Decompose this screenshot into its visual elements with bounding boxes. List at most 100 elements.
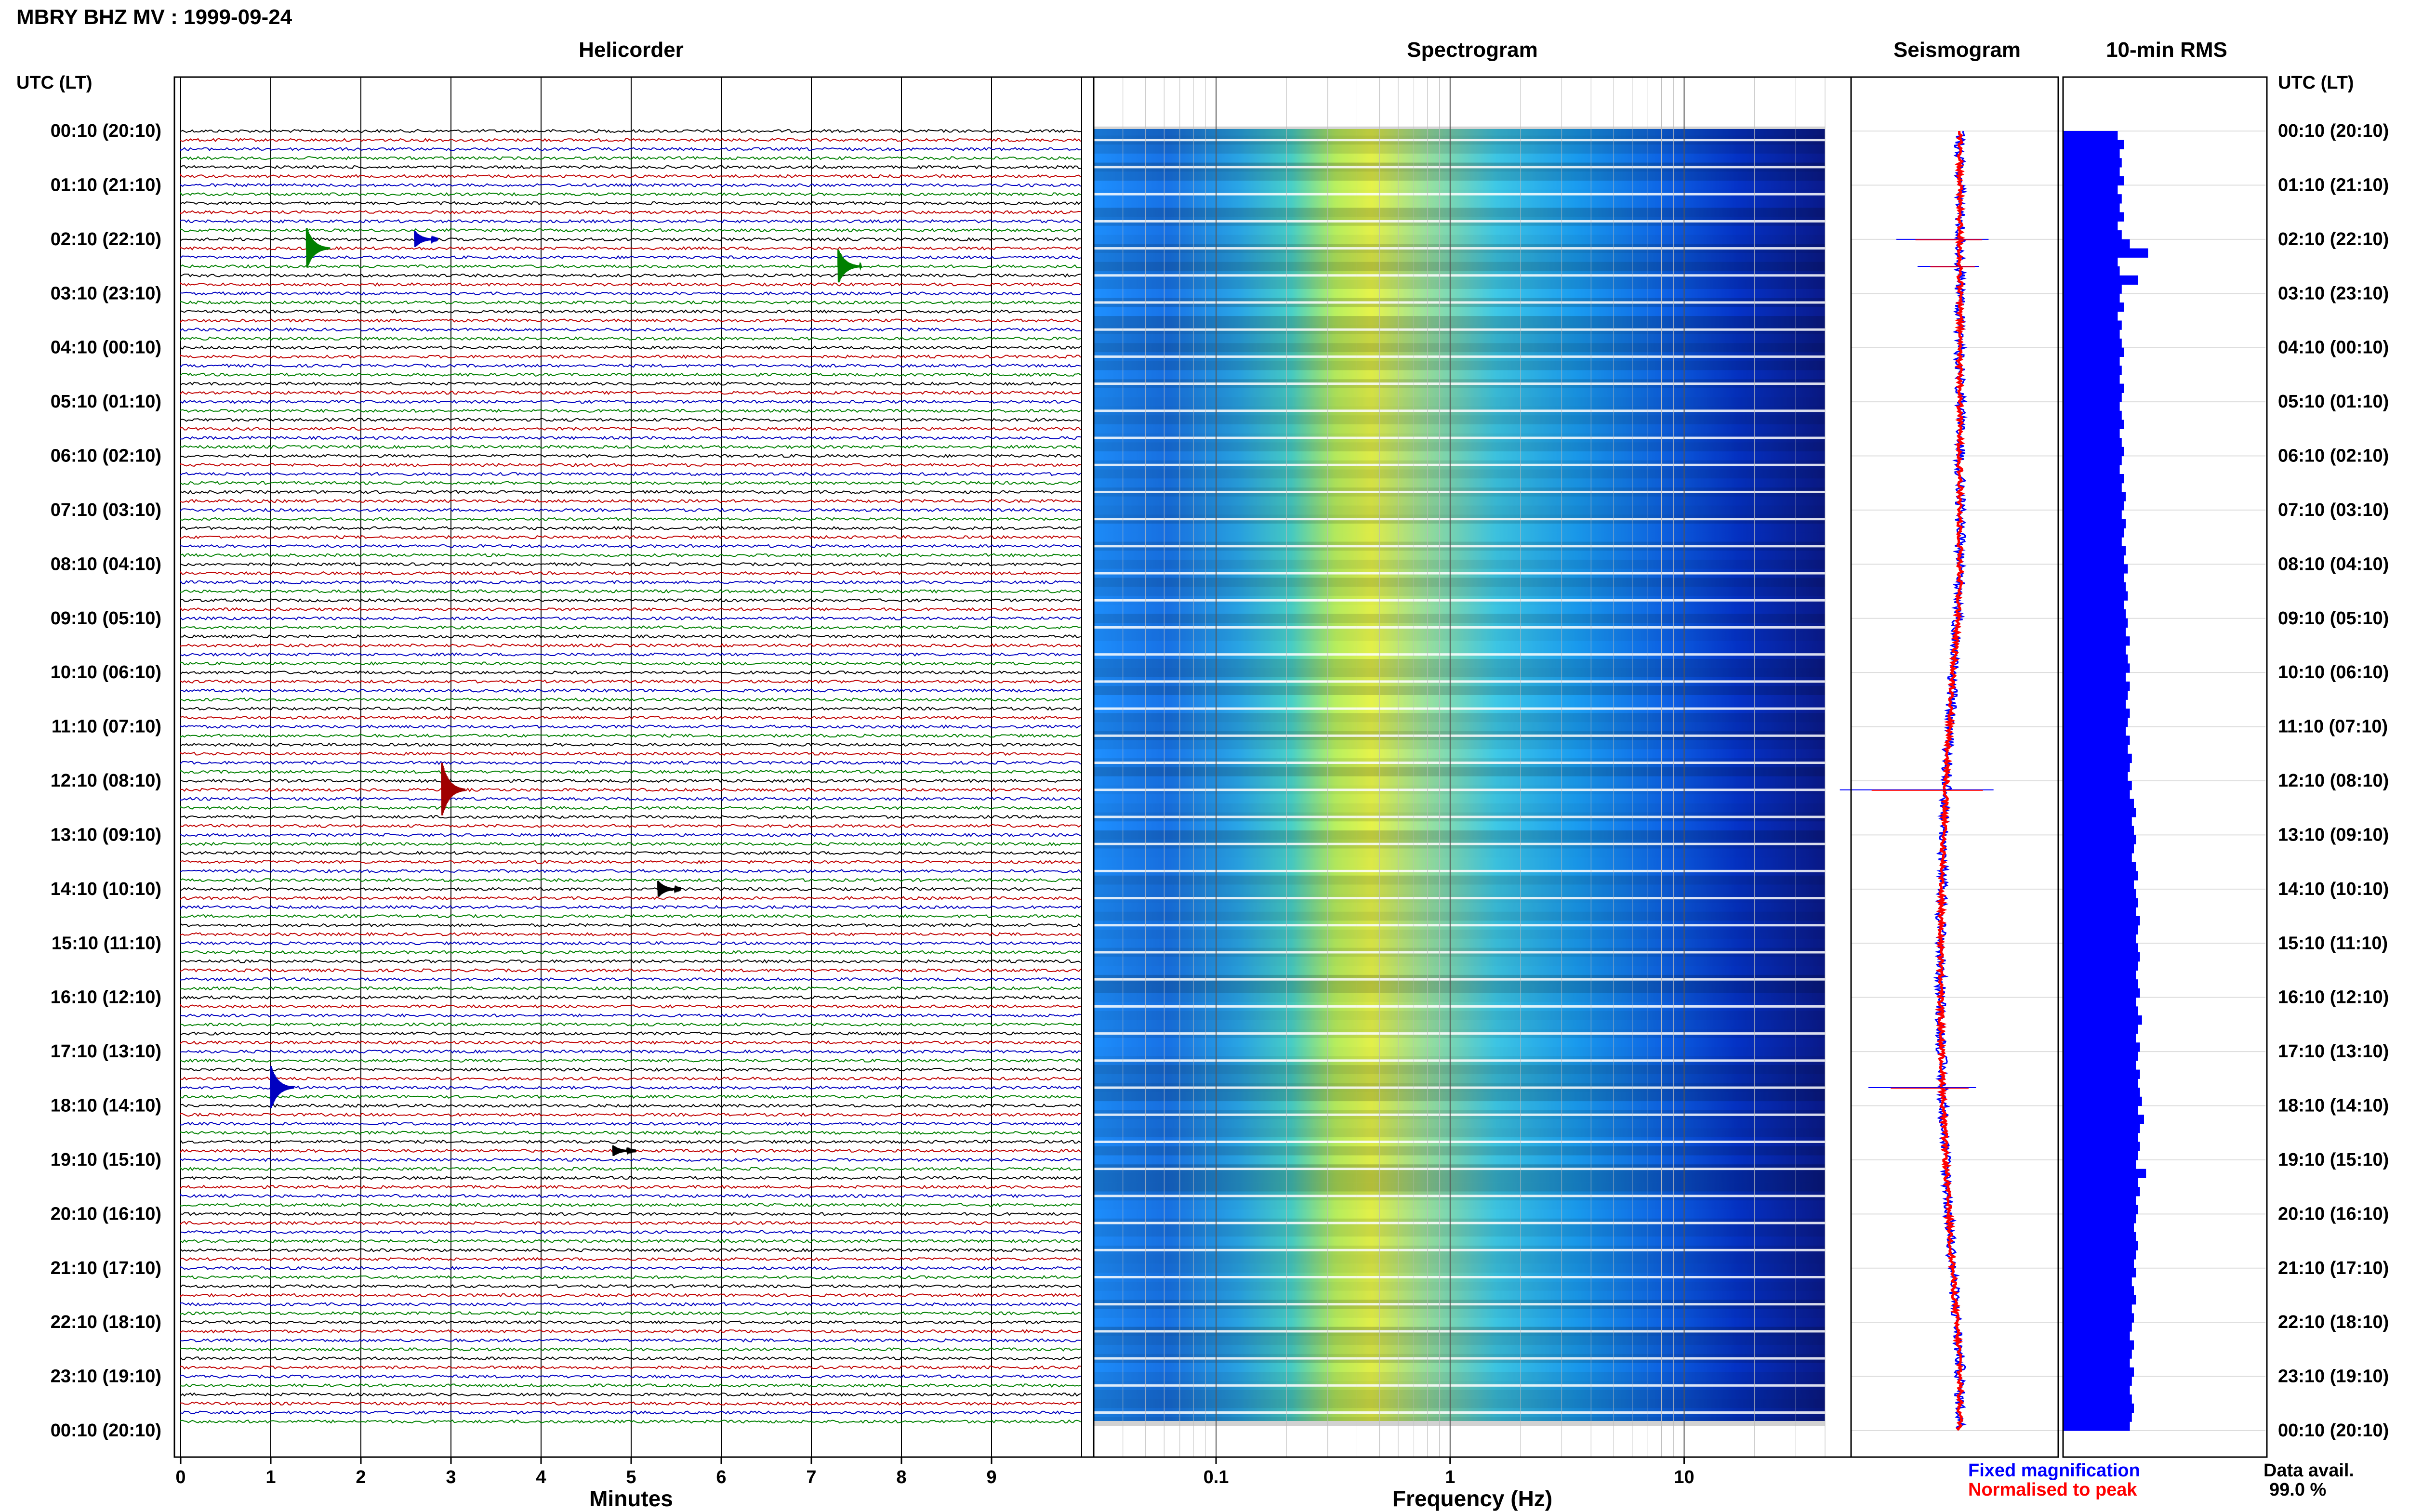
rms-bar <box>2063 302 2124 312</box>
spectrogram-xticks: 0.1 1 10 <box>1204 1457 1694 1487</box>
helicorder-trace <box>180 1211 1081 1216</box>
helicorder-trace <box>180 399 1081 404</box>
spectrogram-row <box>1094 722 1825 731</box>
spectrogram-gap <box>1094 1249 1825 1251</box>
spectrogram-row <box>1094 334 1825 343</box>
time-label-right: 04:10 (00:10) <box>2278 338 2389 358</box>
rms-bar <box>2063 690 2128 700</box>
helicorder-trace <box>180 706 1081 711</box>
spectrogram-gap <box>1094 680 1825 683</box>
helicorder-trace <box>180 526 1081 531</box>
helicorder-trace <box>180 995 1081 1000</box>
spectrogram-row <box>1094 171 1825 181</box>
helicorder-trace <box>180 1221 1081 1225</box>
rms-bar <box>2063 609 2126 619</box>
spectrogram-panel <box>1094 77 1826 1457</box>
rms-bar <box>2063 844 2134 854</box>
spectrogram-gap <box>1094 815 1825 818</box>
helicorder-trace <box>180 760 1081 765</box>
rms-bar <box>2063 753 2132 763</box>
spectrogram-row <box>1094 126 1825 136</box>
rms-bar <box>2063 717 2128 727</box>
rms-bar <box>2063 654 2128 664</box>
rms-bar <box>2063 1187 2140 1196</box>
helicorder-trace <box>180 896 1081 901</box>
time-label-left: 07:10 (03:10) <box>51 500 161 520</box>
spectrogram-row <box>1094 1227 1825 1237</box>
time-label-left: 03:10 (23:10) <box>51 283 161 303</box>
helicorder-trace <box>180 1022 1081 1027</box>
helicorder-event <box>612 1145 637 1156</box>
spectrogram-row <box>1094 578 1825 587</box>
rms-bar <box>2063 1006 2138 1016</box>
rms-bar <box>2063 410 2122 421</box>
spectrogram-xlabel: Frequency (Hz) <box>1392 1486 1552 1511</box>
time-label-right: 23:10 (19:10) <box>2278 1367 2389 1387</box>
helicorder-trace <box>180 1266 1081 1271</box>
rms-bar <box>2063 781 2132 790</box>
helicorder-trace <box>180 1167 1081 1171</box>
rms-bar <box>2063 347 2124 357</box>
rms-bar <box>2063 699 2126 709</box>
helicorder-trace <box>180 868 1081 873</box>
spectrogram-row <box>1094 1309 1825 1318</box>
spectrogram-row <box>1094 1290 1825 1300</box>
helicorder-trace <box>180 1356 1081 1361</box>
helicorder-trace <box>180 887 1081 892</box>
panel-border <box>2062 76 2268 1458</box>
rms-bar <box>2063 1115 2144 1124</box>
rms-bar <box>2063 1340 2134 1350</box>
rms-bar <box>2063 582 2126 592</box>
helicorder-trace <box>180 499 1081 503</box>
spectrogram-xtick-label: 1 <box>1445 1467 1455 1487</box>
helicorder-xtick-label: 6 <box>716 1467 726 1487</box>
helicorder-trace <box>180 634 1081 639</box>
rms-bar <box>2063 1159 2136 1170</box>
rms-bar <box>2063 338 2122 348</box>
spectrogram-row <box>1094 1146 1825 1156</box>
time-label-right: 09:10 (05:10) <box>2278 608 2389 629</box>
helicorder-trace <box>180 363 1081 368</box>
rms-bar <box>2063 320 2122 330</box>
spectrogram-row <box>1094 1281 1825 1291</box>
spectrogram-row <box>1094 1200 1825 1210</box>
rms-bar <box>2063 429 2120 438</box>
helicorder-trace <box>180 625 1081 630</box>
rms-bar <box>2063 402 2120 411</box>
helicorder-trace <box>180 1239 1081 1244</box>
time-label-left: 01:10 (21:10) <box>51 175 161 195</box>
spectrogram-row <box>1094 902 1825 912</box>
rms-bar <box>2063 158 2122 168</box>
helicorder-trace <box>180 508 1081 513</box>
helicorder-trace <box>180 1203 1081 1208</box>
helicorder-trace <box>180 1338 1081 1343</box>
spectrogram-gap <box>1094 572 1825 575</box>
spectrogram-gap <box>1094 653 1825 656</box>
spectrogram-row <box>1094 587 1825 596</box>
spectrogram-row <box>1094 930 1825 939</box>
time-label-right: 14:10 (10:10) <box>2278 879 2389 899</box>
spectrogram-row <box>1094 614 1825 623</box>
helicorder-xticks: 0 1 2 3 4 5 6 7 8 9 <box>175 1457 997 1487</box>
spectrogram-row <box>1094 884 1825 894</box>
helicorder-trace <box>180 1013 1081 1018</box>
helicorder-trace <box>180 183 1081 187</box>
rms-bar <box>2063 1403 2134 1413</box>
spectrogram-row <box>1094 686 1825 696</box>
helicorder-trace <box>180 535 1081 539</box>
spectrogram-gap <box>1094 1059 1825 1062</box>
helicorder-xtick-label: 8 <box>896 1467 906 1487</box>
spectrogram-row <box>1094 145 1825 154</box>
rms-bar <box>2063 916 2140 926</box>
spectrogram-gap <box>1094 1005 1825 1008</box>
time-labels-left: 00:10 (20:10) 01:10 (21:10) 02:10 (22:10) 0… <box>51 121 161 1441</box>
spectrogram-gap <box>1094 193 1825 196</box>
rms-bar <box>2063 871 2138 881</box>
helicorder-trace <box>180 327 1081 332</box>
helicorder-trace <box>180 1076 1081 1081</box>
time-label-right: 05:10 (01:10) <box>2278 392 2389 412</box>
helicorder-trace <box>180 273 1081 278</box>
helicorder-trace <box>180 390 1081 395</box>
helicorder-trace <box>180 264 1081 269</box>
rms-bar <box>2063 1033 2136 1043</box>
